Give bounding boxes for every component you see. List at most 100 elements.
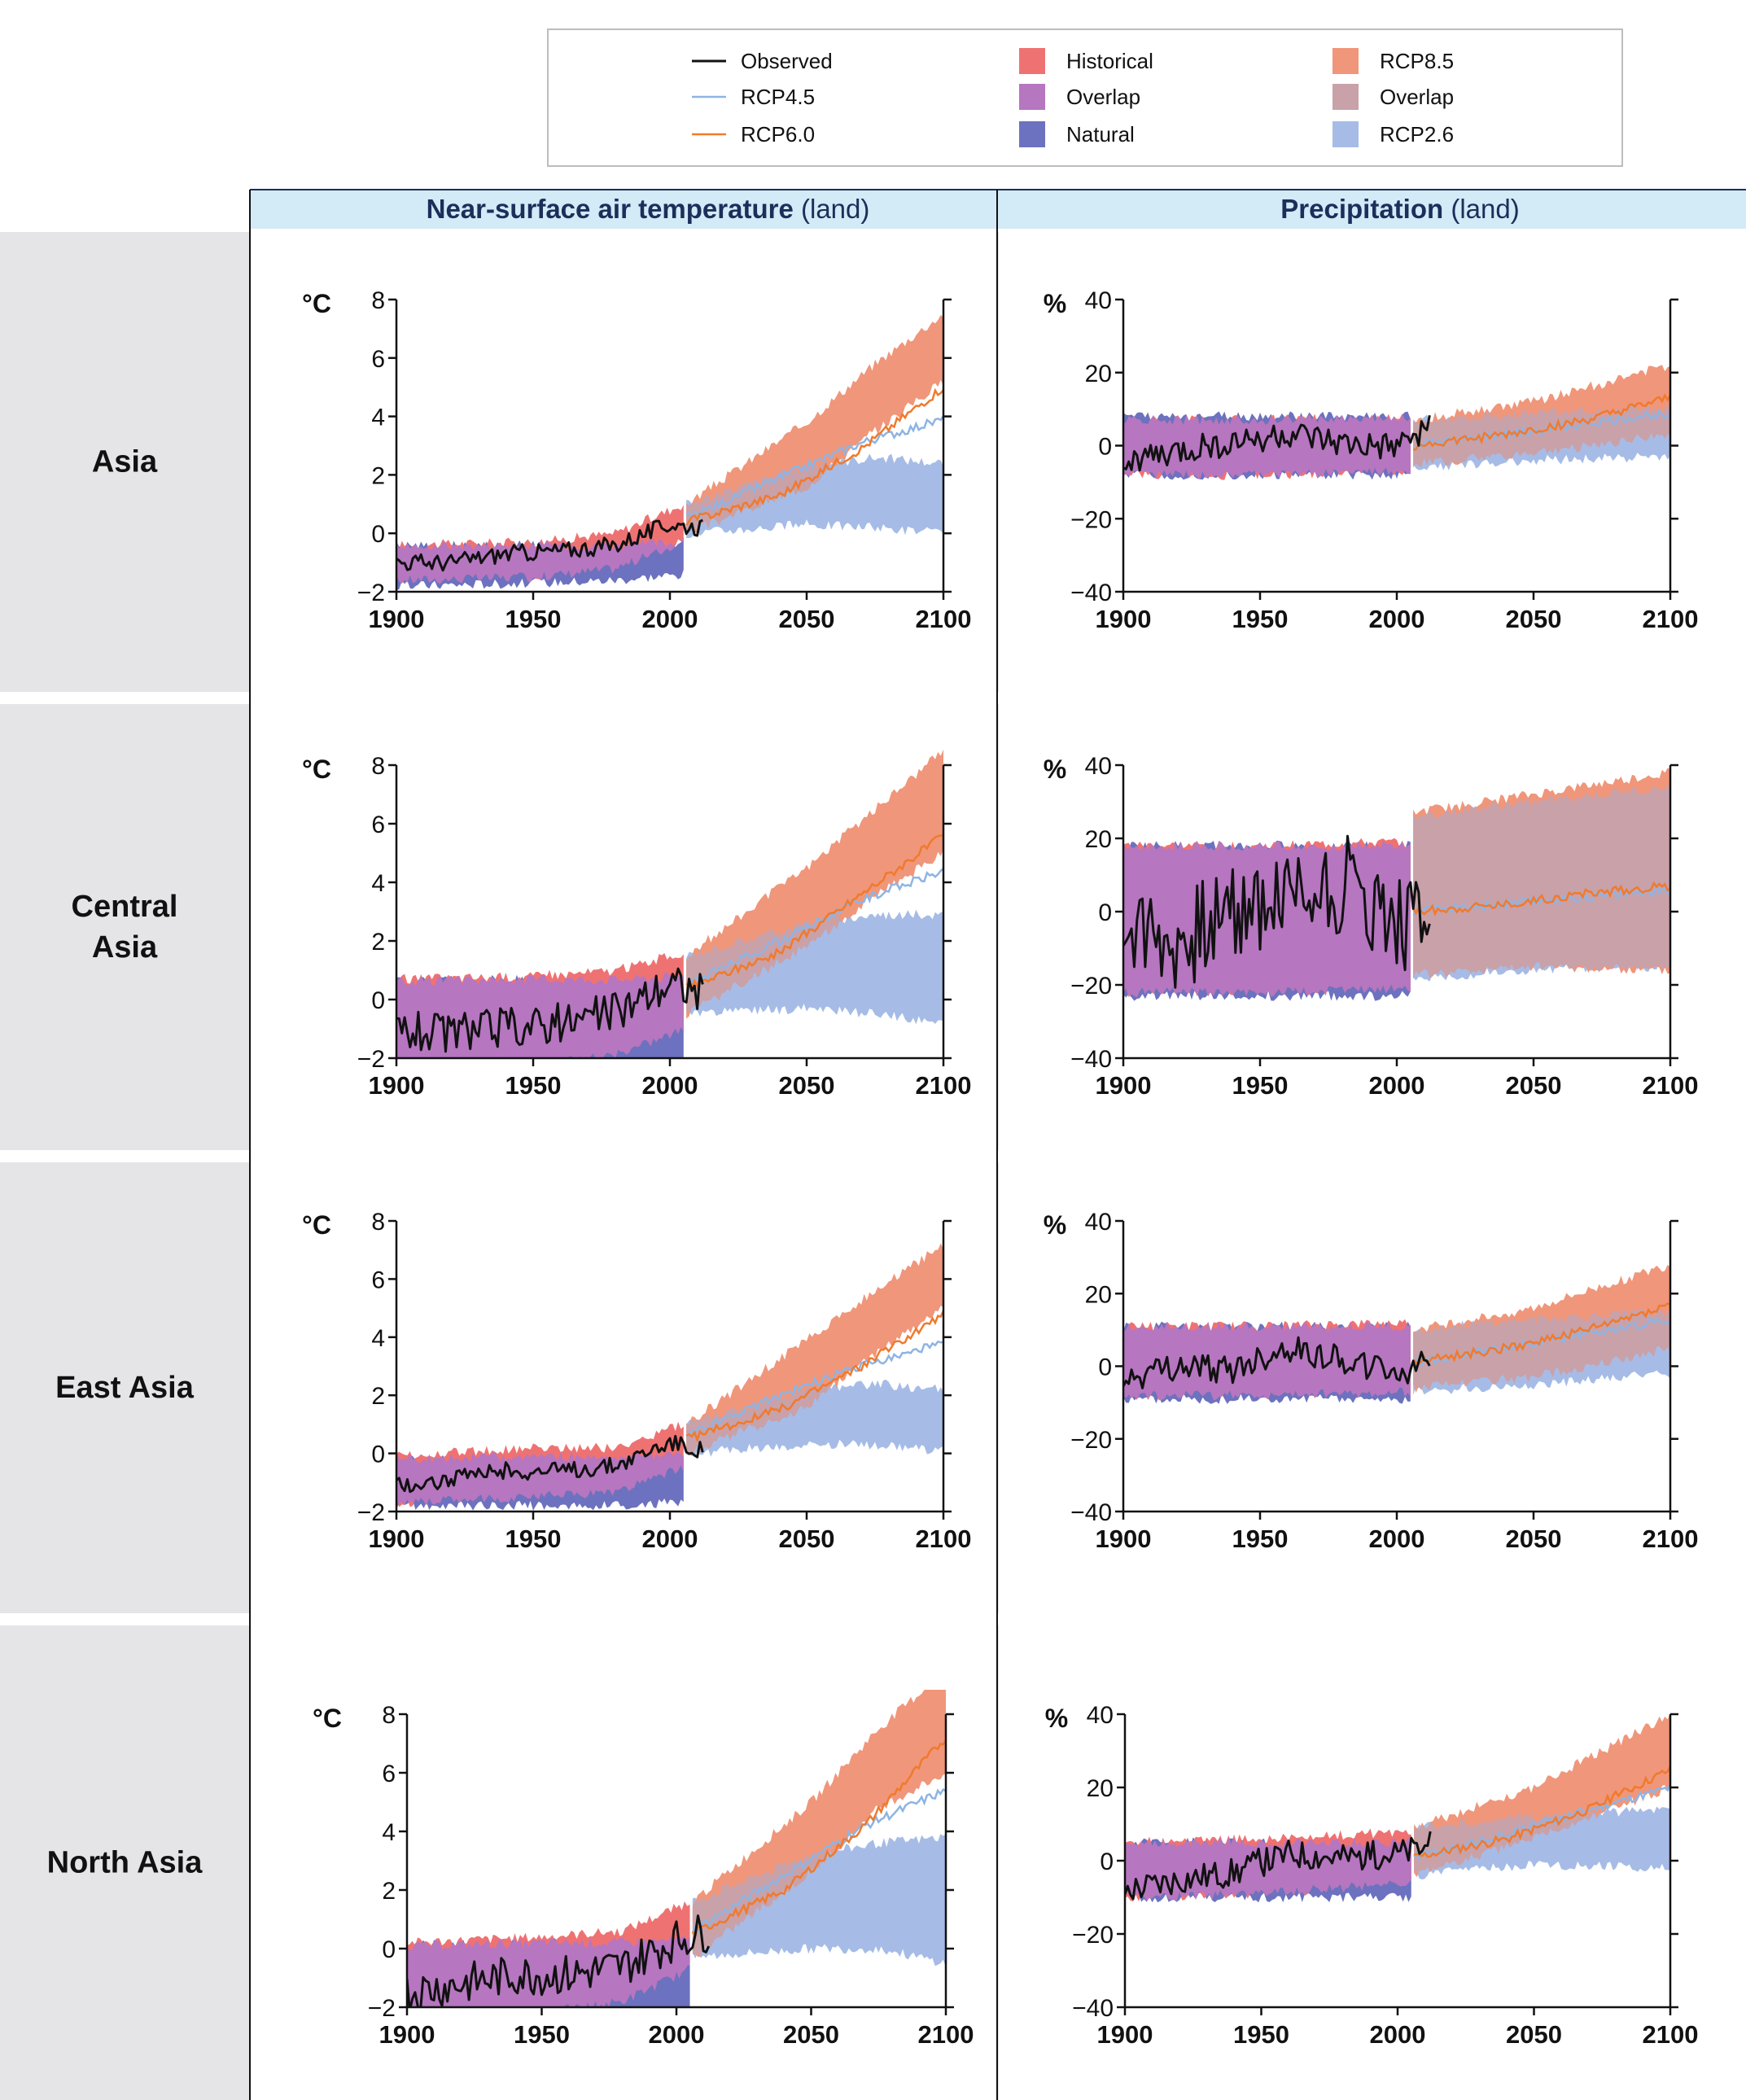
plot-area bbox=[396, 749, 944, 1058]
chart-north-asia-temperature: −2 0 2 4 6 8 1900 1950 2000 2050 2100 °C bbox=[313, 1690, 974, 2049]
line-rcp60 bbox=[1413, 1765, 1672, 1858]
x-tick-label: 2050 bbox=[783, 2020, 839, 2049]
x-tick-label: 2100 bbox=[916, 1525, 972, 1553]
legend-label: Historical bbox=[1066, 49, 1153, 73]
legend-label: Natural bbox=[1066, 122, 1135, 147]
plot-area bbox=[1123, 768, 1671, 1001]
y-tick-label: −20 bbox=[1072, 1922, 1114, 1949]
x-tick-label: 2100 bbox=[1643, 2020, 1699, 2049]
y-tick-label: −2 bbox=[357, 580, 385, 606]
y-tick-label: 0 bbox=[371, 987, 385, 1014]
x-tick-label: 2100 bbox=[916, 1071, 972, 1100]
legend-label: Overlap bbox=[1066, 85, 1140, 109]
y-tick-label: 0 bbox=[1098, 899, 1112, 926]
x-tick-label: 2050 bbox=[1506, 2020, 1562, 2049]
y-tick-label: 8 bbox=[371, 1209, 385, 1236]
x-tick-label: 1950 bbox=[505, 605, 562, 633]
y-unit-label: °C bbox=[302, 755, 331, 784]
x-tick-label: 1950 bbox=[505, 1525, 562, 1553]
line-observed bbox=[1123, 1336, 1431, 1389]
y-tick-label: 20 bbox=[1085, 826, 1112, 853]
line-observed bbox=[1123, 414, 1431, 472]
y-tick-label: −2 bbox=[357, 1499, 385, 1526]
legend-swatch-box bbox=[1332, 48, 1359, 74]
x-tick-label: 2050 bbox=[779, 1071, 835, 1100]
legend-swatch-box bbox=[1019, 121, 1045, 147]
y-tick-label: 4 bbox=[382, 1819, 396, 1846]
chart-asia-precipitation: −40 −20 0 20 40 1900 1950 2000 2050 2100% bbox=[1044, 287, 1699, 633]
band-overlap-historical bbox=[1123, 413, 1411, 480]
y-tick-label: 8 bbox=[382, 1702, 396, 1729]
line-rcp60 bbox=[685, 834, 944, 991]
legend-swatch-box bbox=[1332, 121, 1359, 147]
band-overlap-future bbox=[686, 909, 943, 1019]
y-tick-label: 20 bbox=[1087, 1775, 1114, 1802]
legend-label: RCP8.5 bbox=[1380, 49, 1454, 73]
x-tick-label: 2100 bbox=[1643, 605, 1699, 633]
row-label-band bbox=[0, 232, 250, 692]
y-unit-label: °C bbox=[313, 1704, 342, 1733]
y-tick-label: 20 bbox=[1085, 1281, 1112, 1308]
row-label: North Asia bbox=[47, 1846, 203, 1880]
band-overlap-future bbox=[1414, 1806, 1670, 1878]
x-tick-label: 2000 bbox=[642, 1525, 698, 1553]
band-overlap-future bbox=[1413, 784, 1670, 979]
band-rcp26 bbox=[686, 909, 943, 1025]
x-tick-label: 2050 bbox=[779, 1525, 835, 1553]
line-rcp45 bbox=[1412, 884, 1671, 917]
row-label: Asia bbox=[92, 930, 158, 965]
band-rcp26 bbox=[686, 1380, 943, 1457]
y-unit-label: % bbox=[1044, 755, 1066, 784]
x-tick-label: 2050 bbox=[1506, 1071, 1562, 1100]
y-tick-label: 8 bbox=[371, 287, 385, 314]
line-rcp60 bbox=[685, 387, 944, 527]
y-tick-label: −40 bbox=[1070, 1046, 1112, 1073]
x-tick-label: 1900 bbox=[369, 1525, 425, 1553]
row-label-band bbox=[0, 704, 250, 1150]
line-observed bbox=[1123, 834, 1431, 989]
line-rcp45 bbox=[691, 1787, 947, 1935]
x-tick-label: 1900 bbox=[369, 1071, 425, 1100]
line-observed bbox=[396, 1434, 704, 1494]
x-tick-label: 2000 bbox=[1369, 1071, 1425, 1100]
line-rcp60 bbox=[691, 1739, 947, 1938]
band-overlap-future bbox=[692, 1834, 946, 1958]
line-rcp60 bbox=[685, 1310, 945, 1443]
band-overlap-future bbox=[1413, 1307, 1670, 1393]
column-header-temperature: Near-surface air temperature (land) bbox=[427, 194, 870, 224]
x-tick-label: 2000 bbox=[1370, 2020, 1426, 2049]
line-rcp45 bbox=[685, 1340, 944, 1437]
line-observed bbox=[1125, 1831, 1432, 1901]
column-header-precipitation: Precipitation (land) bbox=[1280, 194, 1519, 224]
band-rcp85 bbox=[686, 1243, 943, 1457]
y-tick-label: −2 bbox=[357, 1046, 385, 1073]
x-tick-label: 2100 bbox=[918, 2020, 974, 2049]
y-tick-label: 0 bbox=[1098, 434, 1112, 461]
y-tick-label: −2 bbox=[368, 1995, 396, 2022]
y-tick-label: −40 bbox=[1070, 580, 1112, 606]
plot-area bbox=[407, 1690, 947, 2007]
band-overlap-historical bbox=[1123, 1321, 1411, 1401]
chart-east-asia-precipitation: −40 −20 0 20 40 1900 1950 2000 2050 2100% bbox=[1044, 1209, 1699, 1553]
x-tick-label: 2050 bbox=[779, 605, 835, 633]
x-tick-label: 1950 bbox=[505, 1071, 562, 1100]
legend-label: Observed bbox=[741, 49, 833, 73]
y-tick-label: 0 bbox=[1098, 1354, 1112, 1381]
y-tick-label: 2 bbox=[382, 1878, 396, 1905]
y-unit-label: °C bbox=[302, 289, 331, 318]
x-tick-label: 2050 bbox=[1506, 1525, 1562, 1553]
line-rcp60 bbox=[1412, 1302, 1671, 1366]
y-unit-label: % bbox=[1044, 1210, 1066, 1240]
y-tick-label: −20 bbox=[1070, 506, 1112, 533]
chart-central-asia-precipitation: −40 −20 0 20 40 1900 1950 2000 2050 2100% bbox=[1044, 753, 1699, 1100]
y-tick-label: 4 bbox=[371, 1325, 385, 1352]
legend-label: RCP6.0 bbox=[741, 122, 815, 147]
y-tick-label: −40 bbox=[1072, 1995, 1114, 2022]
x-tick-label: 1950 bbox=[514, 2020, 570, 2049]
row-label-band bbox=[0, 1162, 250, 1613]
band-rcp26 bbox=[686, 453, 943, 539]
y-unit-label: °C bbox=[302, 1210, 331, 1240]
x-tick-label: 1900 bbox=[1097, 2020, 1153, 2049]
y-tick-label: 6 bbox=[382, 1761, 396, 1787]
chart-asia-temperature: −2 0 2 4 6 8 1900 1950 2000 2050 2100 °C bbox=[302, 287, 971, 633]
